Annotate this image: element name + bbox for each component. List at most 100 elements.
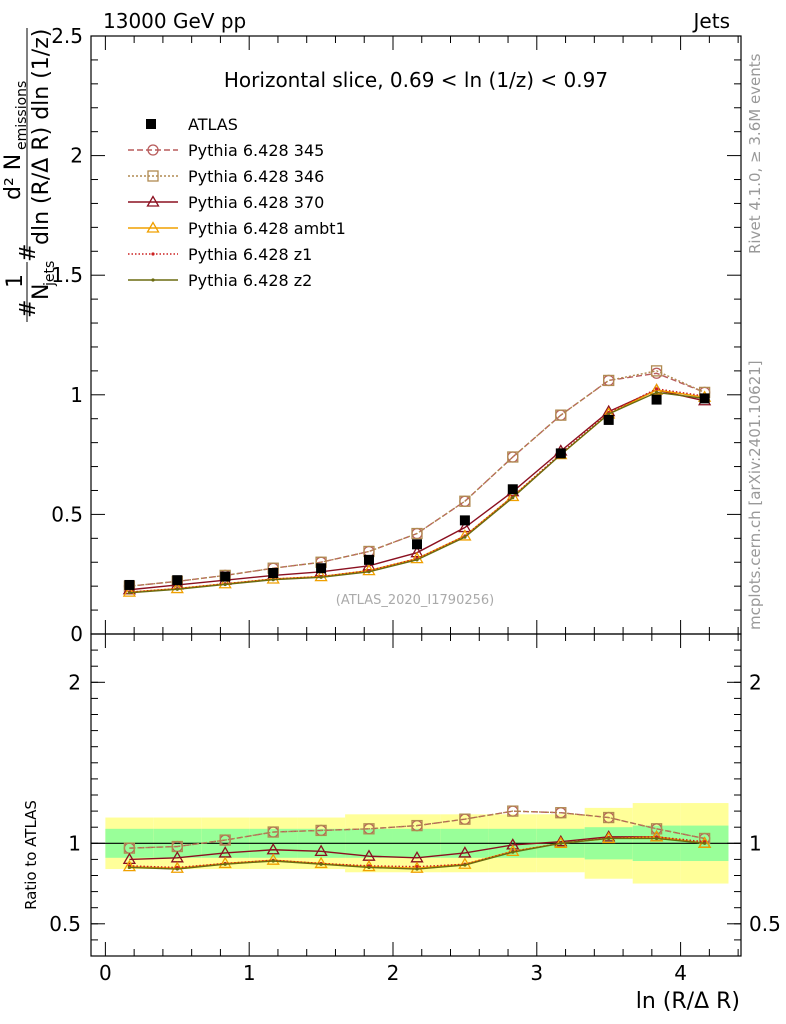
main-series-5-point [415,558,419,562]
ratio-series-3-point [410,861,424,873]
ratio-series-5-point [175,867,179,871]
main-series-3-point [122,585,137,597]
ratio-xtick-label: 2 [387,961,400,985]
legend-label-atlas: ATLAS [188,115,238,134]
main-series-4-point [654,387,659,391]
ratio-series-5-point [367,865,371,870]
rivet-label: Rivet 4.1.0, ≥ 3.6M events [746,53,764,254]
ratio-series-3-point [266,853,280,865]
ratio-series-2-point [458,846,472,858]
ylabel-hash-2: # [16,244,41,262]
ratio-series-1-point [555,807,567,819]
ratio-series-5-point [127,865,131,870]
ratio-series-5-point [607,836,611,841]
atlas-data-point [412,539,423,550]
ratio-series-5-point [319,862,323,866]
atlas-data-point [555,448,566,459]
ratio-series-5-point [511,850,515,854]
main-series-line-4 [129,388,705,593]
ratio-series-1-point [411,819,423,832]
ratio-series-3-point [506,844,520,856]
ratio-xtick-label: 3 [530,961,543,985]
legend-marker-3 [146,221,160,233]
atlas-data-point [603,414,614,425]
legend-label-5: Pythia 6.428 z2 [188,271,312,290]
ratio-series-3-point [122,859,137,872]
ratio-series-3-point [458,857,472,869]
ratio-series-line-1 [129,810,705,849]
header-left: 13000 GeV pp [103,9,246,33]
legend-label-4: Pythia 6.428 z1 [188,245,312,264]
legend-marker-2 [146,195,160,207]
ylabel-den: dln (R/Δ R) dln (1/z) [29,29,54,245]
ratio-series-5-point [559,841,563,845]
ratio-series-1-point [459,813,471,825]
main-ytick-label: 1 [70,383,83,407]
main-series-3-point [362,563,376,576]
ratio-series-5-point [463,863,467,867]
main-title: Horizontal slice, 0.69 < ln (1/z) < 0.97 [224,68,608,92]
atlas-data-point [124,579,135,590]
atlas-data-point [363,554,374,565]
legend-marker-atlas [146,119,156,129]
legend-label-0: Pythia 6.428 345 [188,141,324,160]
main-ytick-label: 0 [70,622,83,646]
ratio-series-2-point [314,844,328,856]
ratio-series-1-point [507,805,519,817]
legend: ATLAS Pythia 6.428 345 Pythia 6.428 346 Pyt… [128,115,346,290]
main-series-1-point [459,495,471,507]
main-series-5-point [319,575,323,579]
legend-label-1: Pythia 6.428 346 [188,167,324,186]
main-series-line-3 [129,389,705,593]
ratio-ytick-label: 1 [68,831,81,855]
mcplots-label: mcplots.cern.ch [arXiv:2401.10621] [746,360,764,630]
ylabel-lead: 1 [3,274,28,288]
ratio-ytick-label-right: 1 [749,831,762,855]
ratio-marks: 0.5 0.5 1 1 2 2 0 1 2 3 4 [49,633,781,985]
atlas-data-point [699,393,710,404]
ratio-series-5-point [703,841,707,845]
legend-marker-1 [147,170,159,182]
ratio-series-2-point [554,834,568,847]
ratio-xtick-label: 1 [243,961,256,985]
ratio-series-2-point [122,852,137,865]
main-series-5-point [367,570,371,574]
atlas-data-point [651,394,662,405]
main-series-1-point [507,451,519,463]
ratio-ylabel: Ratio to ATLAS [22,800,40,910]
ratio-ytick-label: 0.5 [49,912,81,936]
ylabel-hash-1: # [16,300,41,318]
ratio-series-5-point [271,859,275,863]
ylabel-num: d² N [1,154,26,200]
atlas-data-point [316,563,327,574]
main-series-1-point [411,527,423,540]
ratio-ytick-label-right: 2 [749,670,762,694]
ratio-series-1-point [267,826,279,838]
legend-marker-5 [151,278,155,282]
ylabel-jets-sub: jets [42,261,58,287]
main-series-1-point [603,374,615,387]
watermark: (ATLAS_2020_I1790256) [336,593,494,608]
header-right: Jets [692,9,730,33]
atlas-data-point [220,571,231,582]
main-series-1-point [650,365,663,377]
main-series-1-point [555,409,567,421]
legend-marker-0 [147,144,159,156]
ratio-series-1-point [363,823,375,835]
main-series-5-point [511,496,515,500]
main-series-5-point [654,390,659,395]
ratio-ytick-label-right: 0.5 [749,912,781,936]
main-series-5-point [175,587,179,591]
main-series-5-point [463,535,467,539]
legend-marker-4 [151,252,155,256]
atlas-data-point [172,575,183,586]
main-series-2-point [410,545,424,558]
ratio-xtick-label: 0 [99,961,112,985]
main-marks: 0 0.5 1 1.5 2 2.5 [51,24,742,646]
ratio-series-3-point [649,830,664,842]
ratio-series-5-point [654,836,659,841]
main-series-3-point [170,581,184,594]
main-series-5-point [607,412,611,416]
ratio-series-1-point [650,823,663,835]
